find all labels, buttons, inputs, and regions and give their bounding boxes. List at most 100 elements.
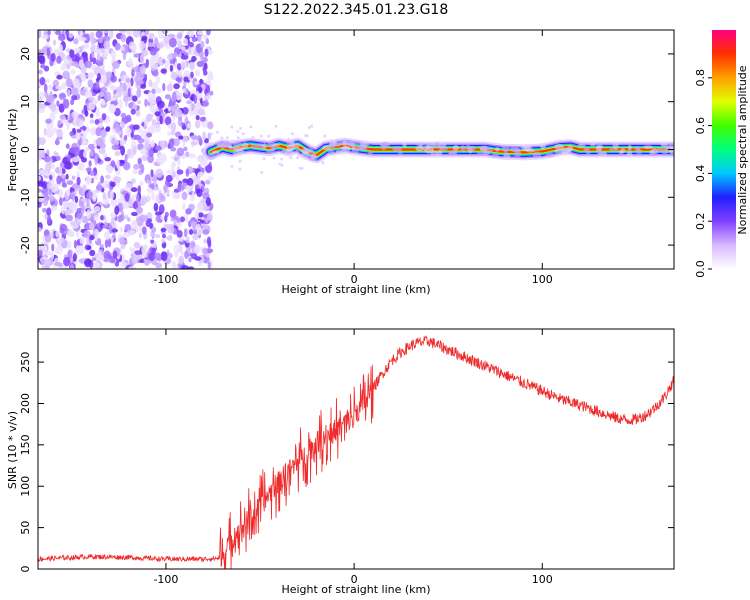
noise-blob: [76, 162, 85, 171]
noise-blob: [79, 235, 85, 245]
noise-speck: [236, 136, 240, 140]
noise-blob: [149, 102, 155, 112]
track-halo-blob: [626, 150, 633, 158]
noise-blob: [92, 193, 97, 202]
noise-blob: [78, 188, 83, 195]
track-halo-blob: [553, 149, 562, 154]
noise-blob: [74, 196, 79, 203]
noise-blob: [53, 151, 58, 157]
noise-blob: [44, 234, 52, 243]
spectrogram-y-ticks: -20 -10 0 10 20: [19, 47, 674, 254]
noise-blob: [204, 88, 208, 95]
noise-blob: [128, 266, 137, 269]
noise-blob: [60, 237, 65, 244]
noise-blob: [96, 137, 104, 147]
noise-blob: [129, 246, 134, 253]
y-tick-label: 10: [19, 95, 32, 109]
noise-blob: [146, 113, 154, 119]
noise-blob: [126, 30, 131, 36]
noise-blob: [124, 224, 132, 231]
noise-blob: [158, 153, 166, 160]
track-halo-blob: [340, 146, 351, 150]
track-halo-blob: [328, 142, 336, 150]
noise-blob: [118, 30, 127, 34]
noise-blob: [194, 184, 200, 190]
noise-blob: [137, 157, 142, 165]
noise-speck: [259, 134, 263, 138]
noise-blob: [151, 190, 155, 201]
noise-blob: [99, 243, 104, 248]
noise-blob: [197, 108, 205, 116]
noise-blob: [148, 79, 153, 87]
noise-blob: [105, 165, 114, 173]
noise-blob: [139, 65, 146, 74]
noise-blob: [88, 101, 96, 111]
noise-blob: [180, 251, 184, 256]
noise-blob: [201, 247, 208, 255]
noise-blob: [70, 111, 79, 119]
noise-blob: [123, 161, 131, 171]
noise-blob: [96, 184, 103, 191]
noise-blob: [76, 47, 81, 53]
y-tick-label: 250: [19, 352, 32, 373]
noise-blob: [188, 153, 196, 159]
noise-blob: [154, 234, 161, 239]
noise-blob: [162, 234, 166, 239]
noise-blob: [56, 128, 63, 138]
noise-blob: [189, 71, 194, 79]
noise-blob: [167, 131, 172, 136]
noise-blob: [61, 63, 66, 71]
noise-blob: [181, 46, 186, 51]
noise-blob: [150, 124, 155, 130]
noise-blob: [141, 122, 145, 127]
noise-blob: [125, 114, 132, 123]
track-halo-blob: [381, 146, 386, 151]
noise-blob: [40, 64, 46, 69]
noise-blob: [175, 91, 183, 101]
noise-blob: [181, 135, 189, 143]
noise-blob: [72, 78, 80, 88]
snr-panel: -100 0 100 0 50 100 150 200 250 Height of strai…: [6, 328, 675, 596]
noise-blob: [202, 100, 210, 107]
noise-blob: [160, 68, 167, 74]
noise-blob: [63, 257, 71, 267]
noise-blob: [86, 191, 94, 200]
snr-frame: [37, 328, 675, 570]
noise-blob: [71, 95, 78, 101]
noise-blob: [114, 205, 120, 215]
noise-blob: [45, 128, 54, 138]
noise-blob: [205, 197, 211, 207]
noise-blob: [185, 208, 192, 215]
track-halo-blob: [523, 143, 532, 151]
noise-blob: [59, 197, 63, 206]
noise-blob: [84, 258, 92, 268]
noise-blob: [172, 263, 177, 269]
track-halo-blob: [415, 142, 423, 146]
y-tick-label: 100: [19, 476, 32, 497]
noise-blob: [82, 184, 87, 192]
noise-blob: [71, 61, 79, 67]
noise-blob: [190, 253, 198, 260]
noise-blob: [156, 42, 164, 49]
noise-blob: [110, 85, 116, 91]
noise-blob: [189, 229, 194, 235]
noise-speck: [249, 125, 253, 129]
noise-blob: [173, 52, 178, 58]
figure-title: S122.2022.345.01.23.G18: [264, 2, 449, 18]
noise-blob: [130, 108, 136, 115]
noise-blob: [208, 70, 214, 79]
noise-blob: [152, 63, 159, 69]
noise-blob: [148, 183, 155, 188]
noise-blob: [76, 245, 85, 255]
noise-blob: [200, 198, 207, 204]
noise-blob: [120, 112, 127, 118]
track-halo-blob: [306, 148, 314, 154]
noise-blob: [81, 51, 88, 58]
noise-blob: [181, 191, 188, 200]
noise-blob: [151, 247, 156, 255]
noise-blob: [180, 61, 188, 69]
track-halo-blob: [620, 148, 626, 154]
noise-blob: [76, 128, 82, 133]
noise-blob: [198, 86, 203, 94]
noise-blob: [202, 131, 207, 141]
